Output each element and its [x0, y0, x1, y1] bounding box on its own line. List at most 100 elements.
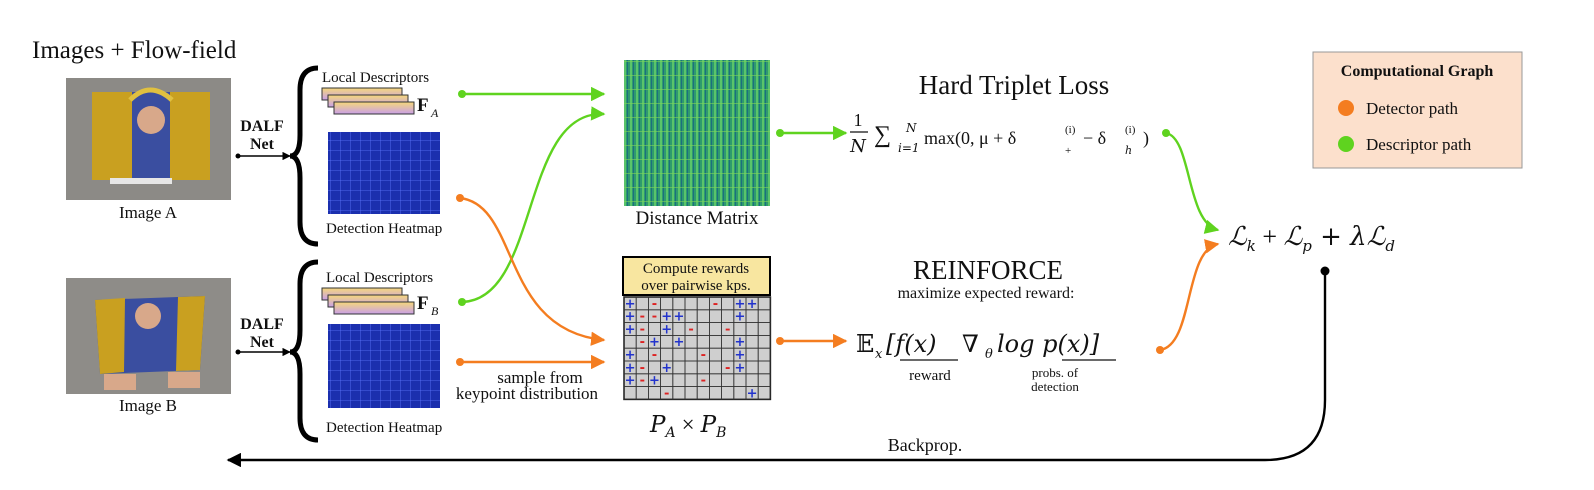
dalf-net-a-line2: Net [250, 136, 275, 153]
arrow-heatmap-a-to-rewards [459, 196, 606, 346]
dalf-net-b-line2: Net [250, 334, 275, 351]
arrow-fb-to-matrix [461, 106, 606, 304]
detection-heatmap-a-label: Detection Heatmap [326, 221, 442, 237]
reward-minus-mark: - [640, 310, 645, 325]
svg-text:𝔼: 𝔼 [856, 332, 874, 358]
reward-grid-cell [757, 386, 771, 400]
local-descriptors-b-label: Local Descriptors [326, 270, 433, 286]
reward-plus-mark: + [673, 335, 684, 350]
descriptor-symbol-b: F [417, 293, 429, 314]
triplet-formula: 1 N ∑ N i=1 max(0, μ + δ (i) + − δ (i) h… [849, 110, 1149, 157]
svg-text:[f(x): [f(x) [886, 330, 937, 358]
svg-text:N: N [849, 136, 867, 157]
svg-text:N: N [905, 121, 917, 135]
compute-rewards-line2: over pairwise kps. [641, 278, 751, 294]
descriptor-stack-b [321, 287, 415, 315]
reward-plus-mark: + [747, 297, 758, 312]
sample-label-line2: keypoint distribution [456, 384, 599, 403]
reward-minus-mark: - [725, 322, 730, 337]
svg-text:x: x [875, 347, 883, 362]
svg-text:θ: θ [985, 347, 993, 362]
descriptor-stack-a [321, 87, 415, 115]
reward-minus-mark: - [701, 348, 706, 363]
reward-minus-mark: - [725, 361, 730, 376]
svg-text:1: 1 [854, 110, 863, 130]
arrow-reinforce-to-loss [1159, 239, 1220, 352]
local-descriptors-a-label: Local Descriptors [322, 70, 429, 86]
distance-matrix [624, 60, 770, 206]
probs-label-line2: detection [1031, 379, 1079, 394]
reinforce-formula: 𝔼 x [f(x) ∇ θ log p(x)] [856, 330, 1116, 362]
arrow-triplet-to-loss [1165, 131, 1220, 234]
reward-minus-mark: - [713, 297, 718, 312]
legend-descriptor-label: Descriptor path [1366, 135, 1472, 154]
triplet-title: Hard Triplet Loss [919, 70, 1110, 100]
pa-pb-label: PA × PB [649, 412, 726, 441]
reward-plus-mark: + [649, 374, 660, 389]
svg-text:max(0, μ + δ: max(0, μ + δ [924, 128, 1016, 149]
svg-text:∑: ∑ [874, 122, 891, 148]
svg-text:): ) [1143, 128, 1149, 149]
reward-plus-mark: + [673, 310, 684, 325]
descriptor-sub-b: B [431, 304, 439, 318]
reward-plus-mark: + [734, 348, 745, 363]
reward-plus-mark: + [625, 310, 636, 325]
svg-text:(i): (i) [1065, 124, 1076, 136]
reward-minus-mark: - [664, 386, 669, 401]
image-a-label: Image A [119, 203, 178, 222]
svg-text:log p(x)]: log p(x)] [997, 330, 1100, 358]
image-b-label: Image B [119, 396, 177, 415]
descriptor-symbol-a: F [417, 95, 429, 116]
sample-label-line1: sample from [497, 368, 582, 387]
reward-minus-mark: - [652, 310, 657, 325]
reward-plus-mark: + [625, 361, 636, 376]
reward-plus-mark: + [734, 297, 745, 312]
dalf-net-b-line1: DALF [240, 316, 284, 333]
legend-descriptor-swatch [1338, 136, 1354, 152]
reward-minus-mark: - [640, 335, 645, 350]
reward-plus-mark: + [649, 335, 660, 350]
svg-text:i=1: i=1 [898, 141, 920, 155]
backprop-label: Backprop. [888, 435, 962, 455]
reward-plus-mark: + [661, 310, 672, 325]
total-loss: ℒk + ℒp + λℒd [1228, 222, 1395, 255]
reward-minus-mark: - [640, 361, 645, 376]
reward-plus-mark: + [734, 310, 745, 325]
detection-heatmap-b-label: Detection Heatmap [326, 420, 442, 436]
reward-plus-mark: + [625, 374, 636, 389]
reward-minus-mark: - [652, 348, 657, 363]
legend-title: Computational Graph [1341, 63, 1494, 80]
legend: Computational Graph Detector path Descri… [1312, 51, 1523, 169]
brace-b [289, 259, 319, 443]
reward-minus-mark: - [640, 322, 645, 337]
reward-plus-mark: + [625, 322, 636, 337]
reward-plus-mark: + [747, 386, 758, 401]
reward-plus-mark: + [661, 361, 672, 376]
reward-minus-mark: - [652, 297, 657, 312]
svg-text:(i): (i) [1125, 124, 1136, 136]
distance-matrix-label: Distance Matrix [636, 208, 759, 229]
reward-plus-mark: + [625, 297, 636, 312]
reward-label: reward [909, 368, 951, 384]
svg-text:+: + [1065, 145, 1071, 157]
compute-rewards-line1: Compute rewards [643, 261, 749, 277]
probs-label-line1: probs. of [1032, 365, 1079, 380]
svg-text:− δ: − δ [1083, 128, 1106, 148]
dalf-net-a-line1: DALF [240, 118, 284, 135]
legend-detector-swatch [1338, 100, 1354, 116]
reinforce-subtitle: maximize expected reward: [898, 285, 1075, 302]
reward-plus-mark: + [661, 322, 672, 337]
svg-text:h: h [1125, 144, 1132, 157]
reward-plus-mark: + [734, 335, 745, 350]
reward-plus-mark: + [734, 361, 745, 376]
reward-minus-mark: - [688, 322, 693, 337]
svg-text:∇: ∇ [962, 332, 979, 358]
page-title: Images + Flow-field [32, 37, 237, 64]
reinforce-title: REINFORCE [913, 255, 1063, 285]
image-a [66, 78, 231, 200]
backprop-arrow [226, 271, 1327, 468]
brace-a [289, 65, 319, 247]
reward-minus-mark: - [701, 374, 706, 389]
legend-detector-label: Detector path [1366, 99, 1459, 118]
reward-plus-mark: + [625, 348, 636, 363]
